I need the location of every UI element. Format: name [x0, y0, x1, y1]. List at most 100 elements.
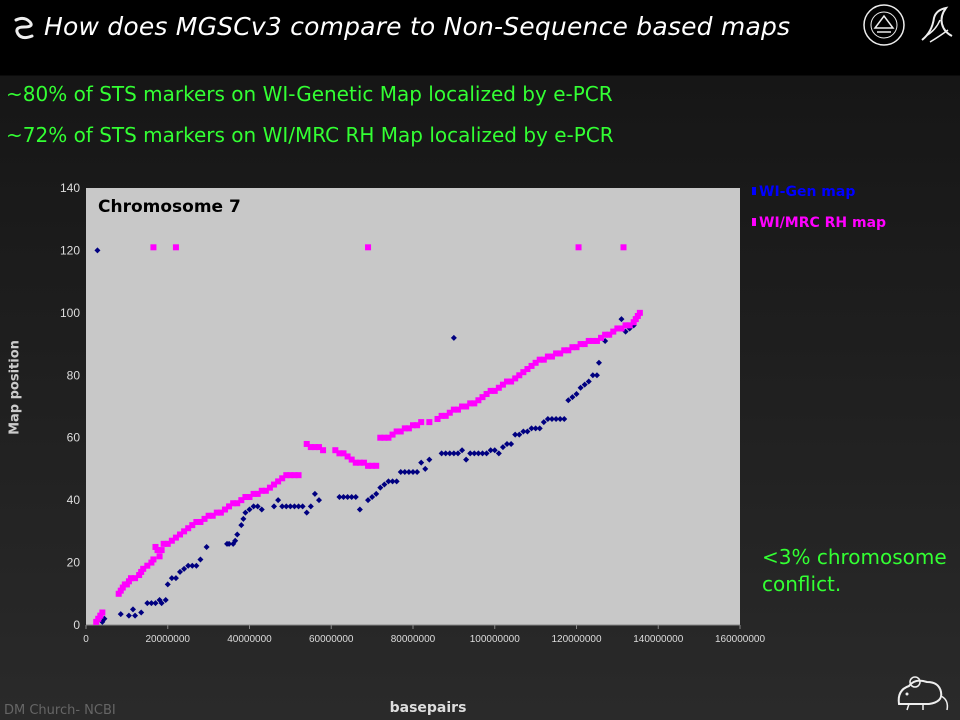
- point-wi-gen: [203, 543, 210, 550]
- point-wi-mrc-rh: [620, 244, 627, 251]
- point-wi-mrc-rh: [336, 450, 343, 457]
- point-wi-mrc-rh: [295, 472, 302, 479]
- point-wi-gen: [283, 503, 290, 510]
- bullet-wi-mrc-rh: ~72% of STS markers on WI/MRC RH Map loc…: [6, 123, 614, 147]
- point-wi-mrc-rh: [418, 419, 425, 426]
- point-wi-mrc-rh: [140, 565, 147, 572]
- point-wi-mrc-rh: [181, 528, 188, 535]
- point-wi-gen: [234, 531, 241, 538]
- point-wi-mrc-rh: [213, 509, 220, 516]
- point-wi-mrc-rh: [385, 434, 392, 441]
- point-wi-gen: [307, 503, 314, 510]
- point-wi-gen: [197, 556, 204, 563]
- point-wi-gen: [414, 469, 421, 476]
- point-wi-gen: [589, 372, 596, 379]
- point-wi-gen: [152, 600, 159, 607]
- point-wi-mrc-rh: [389, 431, 396, 438]
- point-wi-mrc-rh: [344, 453, 351, 460]
- point-wi-mrc-rh: [258, 487, 265, 494]
- point-wi-mrc-rh: [242, 494, 249, 501]
- legend-label-wi-gen: WI-Gen map: [759, 184, 856, 200]
- point-wi-gen: [125, 612, 132, 619]
- point-wi-mrc-rh: [454, 406, 461, 413]
- point-wi-gen: [504, 440, 511, 447]
- point-wi-mrc-rh: [185, 525, 192, 532]
- point-wi-mrc-rh: [508, 378, 515, 385]
- point-wi-mrc-rh: [446, 409, 453, 416]
- y-tick-label: 80: [67, 368, 81, 382]
- point-wi-gen: [618, 316, 625, 323]
- point-wi-gen: [356, 506, 363, 513]
- point-wi-mrc-rh: [442, 412, 449, 419]
- point-wi-gen: [240, 515, 247, 522]
- point-wi-mrc-rh: [577, 341, 584, 348]
- x-tick-label: 0: [83, 634, 89, 645]
- point-wi-mrc-rh: [471, 400, 478, 407]
- point-wi-mrc-rh: [557, 350, 564, 357]
- point-wi-gen: [483, 450, 490, 457]
- point-wi-mrc-rh: [93, 618, 100, 625]
- point-wi-mrc-rh: [512, 375, 519, 382]
- point-wi-mrc-rh: [172, 534, 179, 541]
- point-wi-mrc-rh: [569, 344, 576, 351]
- point-wi-mrc-rh: [279, 475, 286, 482]
- point-wi-gen: [512, 431, 519, 438]
- point-wi-mrc-rh: [340, 450, 347, 457]
- point-wi-mrc-rh: [479, 394, 486, 401]
- legend-item-wi-gen: WI-Gen map: [752, 184, 855, 200]
- x-tick-label: 160000000: [715, 634, 765, 645]
- point-wi-gen: [94, 247, 101, 254]
- point-wi-gen: [401, 469, 408, 476]
- point-wi-mrc-rh: [634, 312, 641, 319]
- point-wi-gen: [418, 459, 425, 466]
- point-wi-gen: [426, 456, 433, 463]
- point-wi-mrc-rh: [193, 518, 200, 525]
- point-wi-mrc-rh: [369, 462, 376, 469]
- point-wi-mrc-rh: [467, 400, 474, 407]
- point-wi-mrc-rh: [217, 509, 224, 516]
- x-tick-label: 100000000: [470, 634, 520, 645]
- point-wi-gen: [279, 503, 286, 510]
- point-wi-gen: [168, 575, 175, 582]
- point-wi-mrc-rh: [475, 397, 482, 404]
- legend-swatch-wi-gen: [752, 187, 756, 195]
- point-wi-gen: [189, 562, 196, 569]
- point-wi-gen: [524, 428, 531, 435]
- point-wi-gen: [275, 497, 282, 504]
- x-axis-label: basepairs: [389, 700, 467, 716]
- point-wi-mrc-rh: [618, 325, 625, 332]
- point-wi-gen: [540, 419, 547, 426]
- point-wi-mrc-rh: [544, 353, 551, 360]
- point-wi-gen: [258, 506, 265, 513]
- x-tick-label: 120000000: [551, 634, 601, 645]
- point-wi-mrc-rh: [548, 353, 555, 360]
- y-tick-label: 120: [60, 243, 80, 257]
- point-wi-mrc-rh: [136, 572, 143, 579]
- point-wi-gen: [164, 581, 171, 588]
- point-wi-mrc-rh: [150, 244, 157, 251]
- point-wi-gen: [585, 378, 592, 385]
- point-wi-mrc-rh: [158, 547, 165, 554]
- point-wi-mrc-rh: [622, 322, 629, 329]
- point-wi-gen: [299, 503, 306, 510]
- point-wi-mrc-rh: [581, 341, 588, 348]
- point-wi-gen: [422, 465, 429, 472]
- point-wi-gen: [177, 568, 184, 575]
- legend-swatch-wi-mrc-rh: [752, 218, 756, 226]
- point-wi-mrc-rh: [144, 562, 151, 569]
- point-wi-mrc-rh: [332, 447, 339, 454]
- point-wi-mrc-rh: [221, 506, 228, 513]
- point-wi-mrc-rh: [565, 347, 572, 354]
- point-wi-mrc-rh: [132, 575, 139, 582]
- point-wi-mrc-rh: [561, 347, 568, 354]
- point-wi-gen: [226, 540, 233, 547]
- x-tick-label: 80000000: [391, 634, 436, 645]
- point-wi-gen: [250, 503, 257, 510]
- point-wi-mrc-rh: [373, 462, 380, 469]
- point-wi-gen: [393, 478, 400, 485]
- x-tick-label: 60000000: [309, 634, 354, 645]
- x-tick-label: 40000000: [227, 634, 272, 645]
- y-tick-label: 40: [67, 493, 81, 507]
- point-wi-gen: [295, 503, 302, 510]
